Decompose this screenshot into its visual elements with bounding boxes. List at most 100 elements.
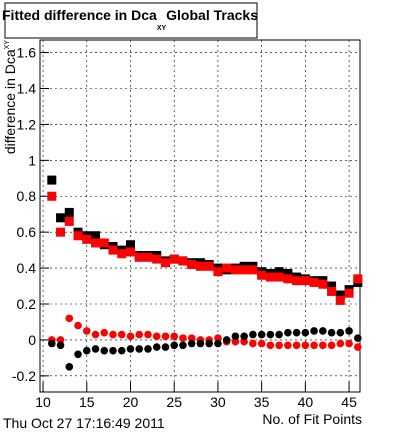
point [196, 339, 205, 348]
point [266, 330, 275, 339]
point [108, 245, 118, 255]
point [275, 330, 283, 339]
point [336, 339, 345, 348]
point [222, 263, 232, 273]
point [100, 328, 109, 337]
point [239, 265, 249, 275]
point [152, 254, 162, 264]
x-tick-label: 20 [123, 394, 139, 410]
title-box [4, 2, 258, 39]
point [354, 343, 362, 351]
y-tick-label: 0.8 [17, 188, 37, 204]
point [301, 328, 310, 337]
x-tick-label: 10 [35, 394, 51, 410]
chart-title: Fitted difference in DcaXY Global Tracks [2, 7, 258, 32]
point [310, 327, 318, 335]
point [109, 330, 117, 339]
point [327, 341, 336, 350]
point [187, 339, 196, 348]
point [284, 341, 292, 350]
point [47, 191, 57, 201]
x-tick-label: 35 [254, 394, 270, 410]
point [117, 249, 127, 259]
point [170, 341, 179, 350]
title-main: Fitted difference in Dca [2, 7, 157, 23]
point [74, 350, 82, 359]
point [240, 332, 248, 341]
point [117, 346, 126, 355]
point [248, 265, 258, 275]
x-tick-label: 40 [298, 394, 314, 410]
point [266, 341, 275, 350]
point [187, 259, 197, 269]
point [125, 240, 135, 250]
point [143, 252, 153, 262]
point [214, 334, 222, 342]
point [73, 231, 83, 241]
point [354, 334, 362, 342]
point [327, 328, 336, 337]
point [48, 339, 56, 348]
point [64, 216, 74, 226]
point [126, 332, 135, 341]
point [161, 332, 170, 341]
point [230, 265, 240, 275]
point [152, 343, 161, 351]
point [100, 346, 109, 355]
point [169, 254, 179, 264]
point [213, 267, 223, 277]
plot-frame [39, 39, 361, 393]
point [126, 345, 135, 353]
point [195, 261, 205, 271]
point [292, 341, 301, 350]
point [144, 345, 152, 353]
title-sub: XY [157, 25, 167, 32]
point [222, 336, 231, 344]
y-tick-label: 1 [28, 152, 36, 168]
point [117, 330, 126, 339]
point [99, 238, 109, 248]
point [134, 252, 144, 262]
point [319, 341, 327, 350]
point [65, 363, 74, 371]
point [249, 330, 257, 339]
point [91, 330, 100, 339]
y-tick-label: 0.6 [17, 224, 37, 240]
x-axis-label: No. of Fit Points [262, 411, 362, 427]
point [204, 261, 214, 271]
point [240, 337, 248, 346]
point [64, 207, 74, 217]
point [274, 272, 284, 282]
point [309, 277, 319, 287]
point [335, 290, 345, 300]
point [265, 272, 275, 282]
point [91, 238, 101, 248]
point [135, 345, 144, 353]
point [310, 341, 318, 350]
point [160, 258, 170, 268]
point [292, 328, 301, 337]
point [205, 339, 213, 348]
point [161, 343, 170, 351]
point [56, 213, 66, 223]
y-tick-label: 1.6 [17, 45, 37, 61]
point [283, 268, 293, 278]
point [231, 337, 240, 346]
x-tick-label: 30 [210, 394, 226, 410]
point [318, 279, 328, 289]
point [275, 341, 283, 350]
point [327, 286, 337, 296]
y-tick-label: 0 [28, 332, 36, 348]
y-label-main: difference in Dca [2, 49, 18, 154]
point [144, 330, 152, 339]
point [284, 328, 292, 337]
point [257, 270, 267, 280]
point [82, 346, 91, 355]
x-tick-label: 45 [341, 394, 357, 410]
y-label-sub: XY [4, 40, 11, 50]
y-tick-label: 1.4 [17, 80, 37, 96]
x-tick-label: 25 [166, 394, 182, 410]
point [257, 330, 266, 339]
